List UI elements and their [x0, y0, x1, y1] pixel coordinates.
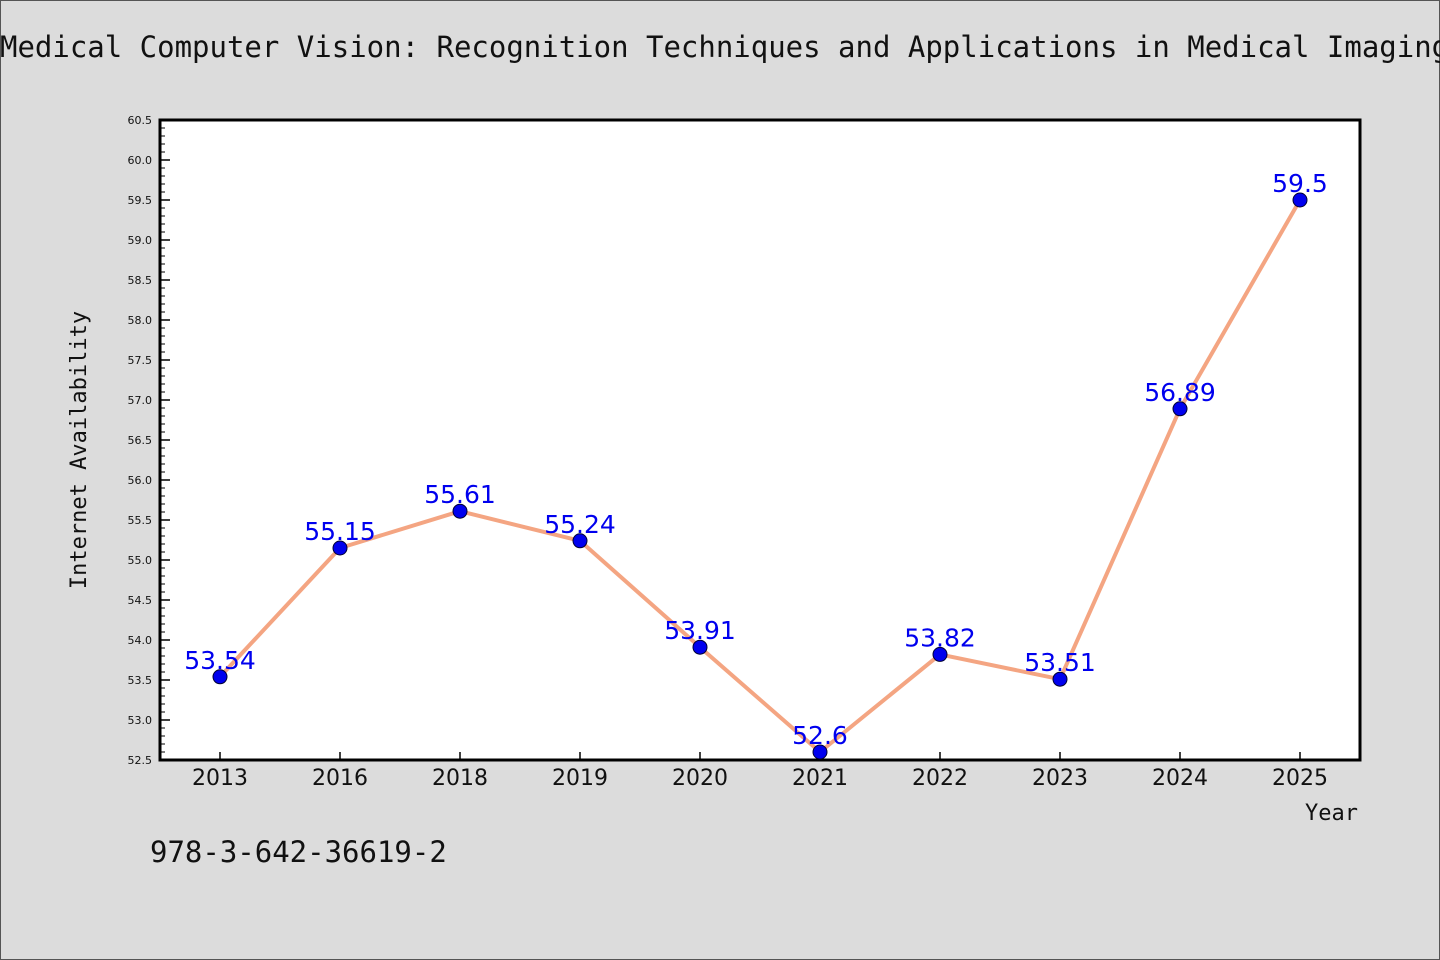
data-label-2: 55.61: [424, 480, 496, 509]
data-label-6: 53.82: [904, 623, 976, 652]
data-labels: 53.54 55.15 55.61 55.24 53.91 52.6 53.82 53.51 5…: [184, 169, 1328, 750]
x-tick-label-7: 2023: [1032, 766, 1088, 791]
data-label-5: 52.6: [792, 721, 848, 750]
data-point-5: [812, 744, 828, 760]
y-tick-label-0: 52.5: [128, 754, 153, 767]
x-tick-label-2: 2018: [432, 766, 488, 791]
x-tick-label-5: 2021: [792, 766, 848, 791]
y-tick-label-12: 58.5: [128, 274, 153, 287]
y-axis-label: Internet Availability: [67, 311, 92, 589]
data-point-4: [692, 639, 708, 655]
y-tick-label-2: 53.5: [128, 674, 153, 687]
isbn-text: 978-3-642-36619-2: [150, 835, 447, 869]
x-axis: 2013 2016 2018 2019 2020 2021 2022 2023 2024 2025: [192, 752, 1328, 791]
data-point-1: [332, 540, 348, 556]
data-point-0: [212, 669, 228, 685]
x-tick-label-8: 2024: [1152, 766, 1208, 791]
x-tick-label-9: 2025: [1272, 766, 1328, 791]
data-label-8: 56.89: [1144, 378, 1216, 407]
y-tick-label-7: 56.0: [128, 474, 153, 487]
data-label-4: 53.91: [664, 616, 736, 645]
y-tick-label-6: 55.5: [128, 514, 153, 527]
data-label-3: 55.24: [544, 510, 616, 539]
data-point-2: [452, 503, 468, 519]
data-label-0: 53.54: [184, 646, 256, 675]
y-tick-label-13: 59.0: [128, 234, 153, 247]
x-tick-label-1: 2016: [312, 766, 368, 791]
data-point-3: [572, 533, 588, 549]
x-tick-label-0: 2013: [192, 766, 248, 791]
series-line: [218, 199, 1302, 754]
data-point-6: [932, 646, 948, 662]
plot-area: [158, 118, 1362, 762]
y-tick-label-14: 59.5: [128, 194, 153, 207]
x-tick-label-4: 2020: [672, 766, 728, 791]
x-axis-label: Year: [1305, 801, 1358, 826]
chart-title: Medical Computer Vision: Recognition Tec…: [0, 30, 1440, 64]
y-tick-label-1: 53.0: [128, 714, 153, 727]
data-label-9: 59.5: [1272, 169, 1328, 198]
y-axis: 52.5 53.0 53.5 54.0 54.5 55.0 55.5 56.0 56.5 57.0…: [128, 114, 170, 767]
x-tick-label-6: 2022: [912, 766, 968, 791]
y-tick-label-9: 57.0: [128, 394, 153, 407]
data-label-1: 55.15: [304, 517, 376, 546]
y-tick-label-11: 58.0: [128, 314, 153, 327]
data-point-8: [1172, 401, 1188, 417]
y-tick-label-5: 55.0: [128, 554, 153, 567]
y-tick-label-8: 56.5: [128, 434, 153, 447]
y-tick-label-10: 57.5: [128, 354, 153, 367]
data-point-7: [1052, 671, 1068, 687]
y-tick-label-4: 54.5: [128, 594, 153, 607]
data-points: [212, 192, 1308, 760]
y-tick-label-3: 54.0: [128, 634, 153, 647]
y-tick-label-16: 60.5: [128, 114, 153, 127]
y-tick-label-15: 60.0: [128, 154, 153, 167]
data-label-7: 53.51: [1024, 648, 1096, 677]
data-point-9: [1292, 192, 1308, 208]
x-tick-label-3: 2019: [552, 766, 608, 791]
